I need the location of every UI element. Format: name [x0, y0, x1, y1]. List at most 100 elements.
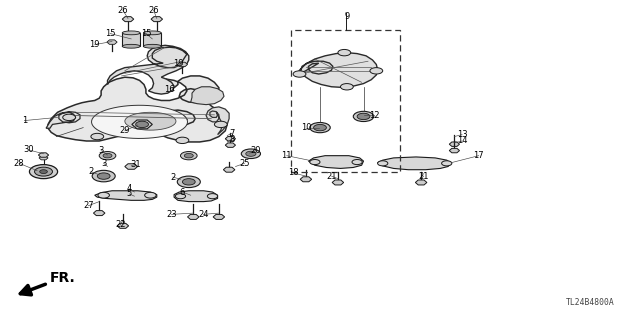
- Text: 2: 2: [170, 173, 175, 182]
- Polygon shape: [92, 105, 188, 138]
- Text: 25: 25: [239, 159, 250, 168]
- Polygon shape: [151, 17, 163, 22]
- Circle shape: [103, 153, 112, 158]
- Text: 15: 15: [141, 29, 151, 38]
- Circle shape: [246, 151, 256, 156]
- Text: 22: 22: [115, 220, 125, 229]
- Polygon shape: [107, 40, 117, 44]
- Circle shape: [177, 176, 200, 188]
- Circle shape: [29, 165, 58, 179]
- Text: 31: 31: [131, 160, 141, 169]
- Circle shape: [310, 160, 320, 165]
- Polygon shape: [449, 142, 460, 146]
- Circle shape: [63, 114, 76, 121]
- Circle shape: [353, 111, 374, 122]
- Polygon shape: [378, 157, 451, 170]
- Circle shape: [314, 124, 326, 131]
- Circle shape: [92, 170, 115, 182]
- Text: 15: 15: [105, 29, 115, 38]
- Text: 7: 7: [229, 129, 234, 138]
- Text: 21: 21: [419, 172, 429, 181]
- Text: 23: 23: [166, 210, 177, 219]
- Circle shape: [338, 49, 351, 56]
- Polygon shape: [191, 87, 224, 105]
- Ellipse shape: [143, 44, 161, 48]
- Polygon shape: [213, 214, 225, 219]
- Polygon shape: [300, 177, 312, 182]
- Text: 27: 27: [83, 201, 93, 210]
- Circle shape: [98, 192, 109, 198]
- Text: 1: 1: [22, 116, 27, 125]
- Circle shape: [241, 149, 260, 159]
- Circle shape: [99, 152, 116, 160]
- Circle shape: [180, 152, 197, 160]
- Polygon shape: [449, 148, 460, 153]
- Polygon shape: [46, 112, 80, 128]
- Polygon shape: [188, 214, 199, 219]
- Text: TL24B4800A: TL24B4800A: [566, 298, 614, 307]
- Text: 12: 12: [369, 111, 380, 120]
- Text: 30: 30: [24, 145, 34, 154]
- Circle shape: [378, 161, 388, 166]
- Text: 26: 26: [118, 6, 128, 15]
- Text: 3: 3: [101, 159, 106, 168]
- Circle shape: [340, 84, 353, 90]
- Polygon shape: [308, 156, 364, 168]
- Polygon shape: [132, 120, 152, 129]
- Ellipse shape: [122, 31, 140, 35]
- Ellipse shape: [143, 31, 161, 35]
- Text: 19: 19: [173, 59, 183, 68]
- Circle shape: [357, 113, 370, 120]
- Polygon shape: [332, 180, 344, 185]
- Text: FR.: FR.: [50, 271, 76, 285]
- Circle shape: [370, 68, 383, 74]
- Polygon shape: [95, 191, 157, 200]
- Polygon shape: [117, 223, 129, 228]
- Text: 10: 10: [301, 123, 311, 132]
- Text: 29: 29: [120, 126, 130, 135]
- Text: 13: 13: [457, 130, 467, 139]
- Circle shape: [35, 167, 52, 176]
- Polygon shape: [125, 112, 176, 130]
- Text: 9: 9: [344, 12, 349, 21]
- Text: 19: 19: [90, 40, 100, 49]
- Circle shape: [293, 71, 306, 77]
- Circle shape: [136, 121, 148, 128]
- Polygon shape: [415, 180, 427, 185]
- Polygon shape: [223, 167, 235, 172]
- Polygon shape: [225, 143, 236, 147]
- Circle shape: [184, 153, 193, 158]
- Circle shape: [352, 160, 362, 165]
- Polygon shape: [225, 137, 236, 141]
- Text: 17: 17: [474, 151, 484, 160]
- Circle shape: [91, 133, 104, 140]
- Polygon shape: [125, 164, 138, 169]
- Circle shape: [442, 161, 452, 166]
- Text: 3: 3: [99, 146, 104, 155]
- Text: 16: 16: [164, 85, 175, 94]
- Polygon shape: [38, 153, 49, 157]
- Circle shape: [214, 121, 227, 128]
- Text: 20: 20: [251, 146, 261, 155]
- Polygon shape: [296, 53, 378, 87]
- Circle shape: [176, 137, 189, 144]
- Text: 11: 11: [282, 151, 292, 160]
- Text: 18: 18: [288, 168, 298, 177]
- Circle shape: [182, 179, 195, 185]
- Text: 2: 2: [88, 167, 93, 176]
- Polygon shape: [174, 191, 218, 202]
- Ellipse shape: [122, 44, 140, 48]
- Polygon shape: [206, 107, 229, 135]
- Text: 26: 26: [148, 6, 159, 15]
- Polygon shape: [48, 76, 227, 142]
- Bar: [122, 33, 140, 46]
- Text: 5: 5: [127, 189, 132, 198]
- Text: 6: 6: [180, 188, 185, 197]
- Polygon shape: [177, 62, 188, 67]
- Circle shape: [310, 122, 330, 133]
- Text: 21: 21: [326, 172, 337, 181]
- Circle shape: [40, 170, 47, 174]
- Polygon shape: [122, 17, 134, 22]
- Polygon shape: [93, 211, 105, 216]
- Polygon shape: [39, 156, 48, 160]
